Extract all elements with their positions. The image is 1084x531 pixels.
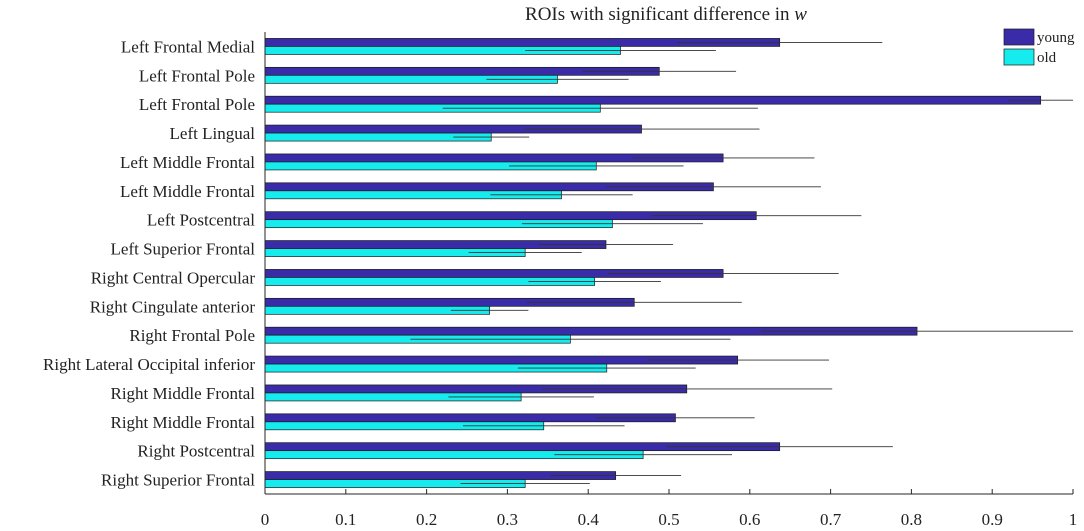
x-tick-label: 0.8 bbox=[901, 510, 922, 529]
category-label: Left Middle Frontal bbox=[120, 182, 255, 201]
chart-title-text: ROIs with significant difference in bbox=[525, 4, 790, 25]
x-tick-label: 0.9 bbox=[982, 510, 1003, 529]
x-tick-label: 0.7 bbox=[820, 510, 842, 529]
category-label: Right Middle Frontal bbox=[111, 413, 256, 432]
category-label: Left Middle Frontal bbox=[120, 153, 255, 172]
x-tick-label: 0.4 bbox=[578, 510, 600, 529]
bar-young-3 bbox=[265, 96, 1041, 104]
category-label: Right Central Opercular bbox=[91, 268, 256, 287]
x-tick-label: 0 bbox=[261, 510, 270, 529]
category-label: Left Frontal Pole bbox=[139, 95, 255, 114]
category-label: Right Middle Frontal bbox=[111, 384, 256, 403]
category-label: Right Lateral Occipital inferior bbox=[43, 355, 255, 374]
bar-chart: ROIs with significant difference in w Le… bbox=[0, 0, 1084, 531]
category-label: Left Frontal Pole bbox=[139, 66, 255, 85]
x-tick-label: 0.3 bbox=[497, 510, 518, 529]
x-tick-label: 0.2 bbox=[416, 510, 437, 529]
x-tick-label: 0.1 bbox=[335, 510, 356, 529]
category-label: Right Cingulate anterior bbox=[90, 297, 256, 316]
x-tick-label: 0.6 bbox=[739, 510, 760, 529]
x-tick-label: 0.5 bbox=[658, 510, 679, 529]
category-label: Left Frontal Medial bbox=[121, 37, 255, 56]
legend: young old bbox=[997, 26, 1075, 71]
chart-title: ROIs with significant difference in w bbox=[525, 4, 807, 25]
category-label: Left Postcentral bbox=[147, 211, 255, 230]
chart-title-variable: w bbox=[794, 4, 807, 25]
x-tick-label: 1 bbox=[1069, 510, 1078, 529]
legend-label-old: old bbox=[1037, 50, 1057, 66]
category-label: Right Postcentral bbox=[137, 442, 255, 461]
legend-label-young: young bbox=[1037, 30, 1075, 46]
category-label: Right Superior Frontal bbox=[101, 471, 255, 490]
legend-swatch-young bbox=[1004, 29, 1034, 45]
category-label: Left Lingual bbox=[170, 124, 256, 143]
category-label: Left Superior Frontal bbox=[111, 240, 256, 259]
category-label: Right Frontal Pole bbox=[129, 326, 255, 345]
legend-swatch-old bbox=[1004, 49, 1034, 65]
